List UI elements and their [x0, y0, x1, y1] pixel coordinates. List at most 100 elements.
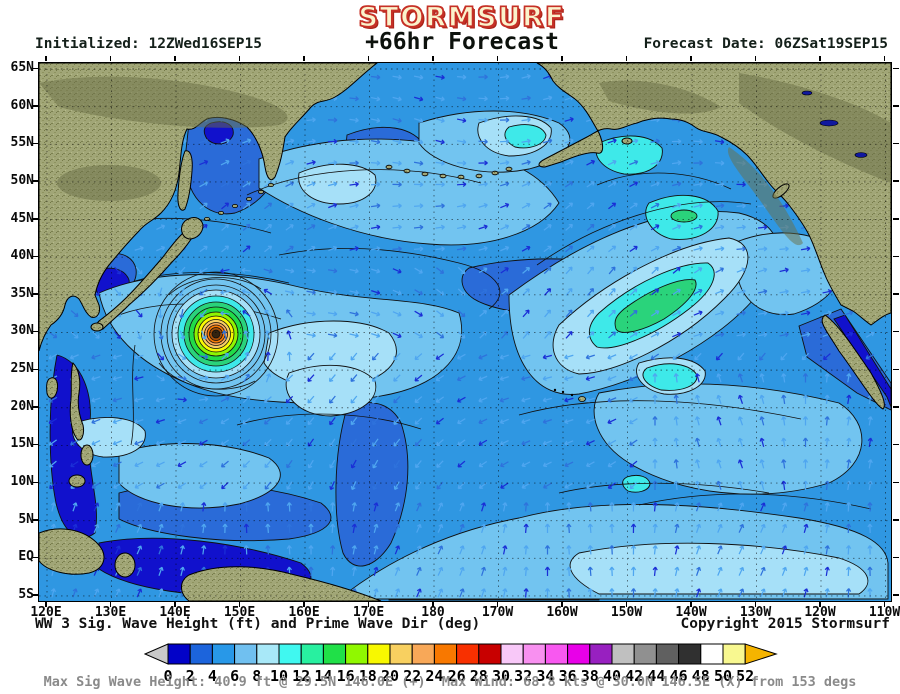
- forecast-date-label: Forecast Date: 06ZSat19SEP15: [643, 36, 888, 52]
- colorbar-tick-label: 48: [691, 667, 710, 685]
- copyright-label: Copyright 2015 Stormsurf: [680, 616, 890, 632]
- landmass-baja: [821, 314, 885, 410]
- colorbar-tick-label: 20: [380, 667, 400, 685]
- lon-label: 180: [421, 605, 445, 620]
- colorbar-cell: [456, 643, 480, 665]
- colorbar-tick-label: 26: [447, 667, 466, 685]
- wave-height-colorbar: [144, 643, 778, 665]
- colorbar-tick-label: 24: [425, 667, 444, 685]
- colorbar-tick-label: 36: [558, 667, 577, 685]
- kodiak-island: [621, 137, 633, 145]
- landmass-borneo: [39, 528, 105, 575]
- lon-label: 120E: [30, 605, 62, 620]
- colorbar-cell: [500, 643, 524, 665]
- landmass-philippines: [69, 362, 84, 441]
- colorbar-tick-label: 22: [403, 667, 422, 685]
- colorbar-tick-label: 4: [207, 667, 217, 685]
- colorbar-tick-label: 12: [292, 667, 311, 685]
- colorbar-tick-label: 46: [669, 667, 688, 685]
- lon-label: 160W: [546, 605, 578, 620]
- typhoon-wave-maximum: [153, 271, 279, 397]
- landmass-sakhalin: [177, 150, 193, 211]
- colorbar-cell: [722, 643, 746, 665]
- colorbar-tick-label: 14: [314, 667, 333, 685]
- pacific-wave-height-map: [39, 63, 891, 601]
- lat-label: 10N: [10, 474, 34, 490]
- lat-label: 30N: [10, 323, 34, 339]
- colorbar-tick-label: 34: [536, 667, 555, 685]
- lat-label: 65N: [10, 60, 34, 75]
- colorbar-cell: [256, 643, 280, 665]
- colorbar-cell: [522, 643, 546, 665]
- lon-label: 170W: [481, 605, 514, 620]
- lat-label: 35N: [10, 285, 34, 301]
- colorbar-tick-label: 32: [514, 667, 533, 685]
- lat-label: 40N: [10, 248, 34, 264]
- colorbar-tick-label: 44: [647, 667, 666, 685]
- colorbar-cell: [389, 643, 413, 665]
- colorbar-tick-label: 0: [163, 667, 173, 685]
- colorbar-cell: [300, 643, 324, 665]
- initialized-label: Initialized: 12ZWed16SEP15: [35, 36, 262, 52]
- contour-lines: [98, 169, 872, 510]
- lakes: [801, 90, 868, 158]
- colorbar-overflow-arrow: [744, 643, 778, 665]
- landmass-kyushu: [90, 322, 104, 332]
- colorbar-cell: [567, 643, 591, 665]
- colorbar-tick-label: 50: [713, 667, 733, 685]
- lon-label: 140W: [675, 605, 707, 620]
- colorbar-underflow-arrow: [144, 643, 169, 665]
- stormsurf-logo: STORMSURF: [358, 1, 566, 33]
- max-stats-label: Max Sig Wave Height: 40.9 ft @ 29.5N 146…: [43, 674, 857, 690]
- colorbar-cell: [544, 643, 569, 665]
- colorbar-cell: [167, 643, 191, 665]
- colorbar-tick-label: 2: [185, 667, 195, 685]
- colorbar-tick-label: 28: [469, 667, 488, 685]
- lon-label: 160E: [288, 605, 320, 620]
- colorbar-cell: [322, 643, 347, 665]
- colorbar-cell: [678, 643, 702, 665]
- lat-label: 5S: [18, 586, 34, 602]
- lat-label: 25N: [10, 361, 34, 377]
- lon-label: 150W: [610, 605, 643, 620]
- landmass-hokkaido: [181, 217, 204, 240]
- landmass-taiwan: [46, 377, 58, 399]
- lat-label: 50N: [10, 172, 34, 188]
- colorbar-tick-label: 10: [269, 667, 289, 685]
- map-frame: [38, 62, 892, 602]
- colorbar-cell: [345, 643, 369, 665]
- landmass-new-guinea: [181, 566, 382, 601]
- colorbar-tick-label: 8: [252, 667, 262, 685]
- colorbar-tick-label: 30: [491, 667, 511, 685]
- lon-label: 130W: [739, 605, 772, 620]
- island-chains: [203, 164, 586, 402]
- colorbar-cell: [189, 643, 213, 665]
- lon-label: 170E: [352, 605, 385, 620]
- lon-label: 130E: [94, 605, 127, 620]
- lon-label: 110W: [868, 605, 900, 620]
- lat-label: 45N: [10, 210, 34, 226]
- colorbar-cell: [589, 643, 613, 665]
- colorbar-cell: [655, 643, 680, 665]
- colorbar-cell: [611, 643, 635, 665]
- colorbar-cell: [211, 643, 236, 665]
- lat-label: 60N: [10, 97, 34, 113]
- colorbar-cell: [478, 643, 502, 665]
- lat-label: EQ: [18, 549, 34, 565]
- colorbar-cell: [411, 643, 435, 665]
- colorbar-tick-label: 18: [358, 667, 377, 685]
- mountain-shading: [39, 73, 891, 246]
- colorbar-cell: [633, 643, 657, 665]
- forecast-hour-title: +66hr Forecast: [365, 29, 559, 55]
- lon-label: 120W: [804, 605, 836, 620]
- lon-label: 150E: [223, 605, 256, 620]
- lat-label: 20N: [10, 398, 34, 414]
- colorbar-tick-label: 42: [625, 667, 644, 685]
- map-caption: WW 3 Sig. Wave Height (ft) and Prime Wav…: [35, 616, 481, 632]
- hawaii: [578, 396, 586, 402]
- lon-label: 140E: [159, 605, 191, 620]
- lat-label: 55N: [10, 135, 34, 151]
- lat-label: 15N: [10, 436, 34, 452]
- landmass-sulawesi: [114, 552, 136, 578]
